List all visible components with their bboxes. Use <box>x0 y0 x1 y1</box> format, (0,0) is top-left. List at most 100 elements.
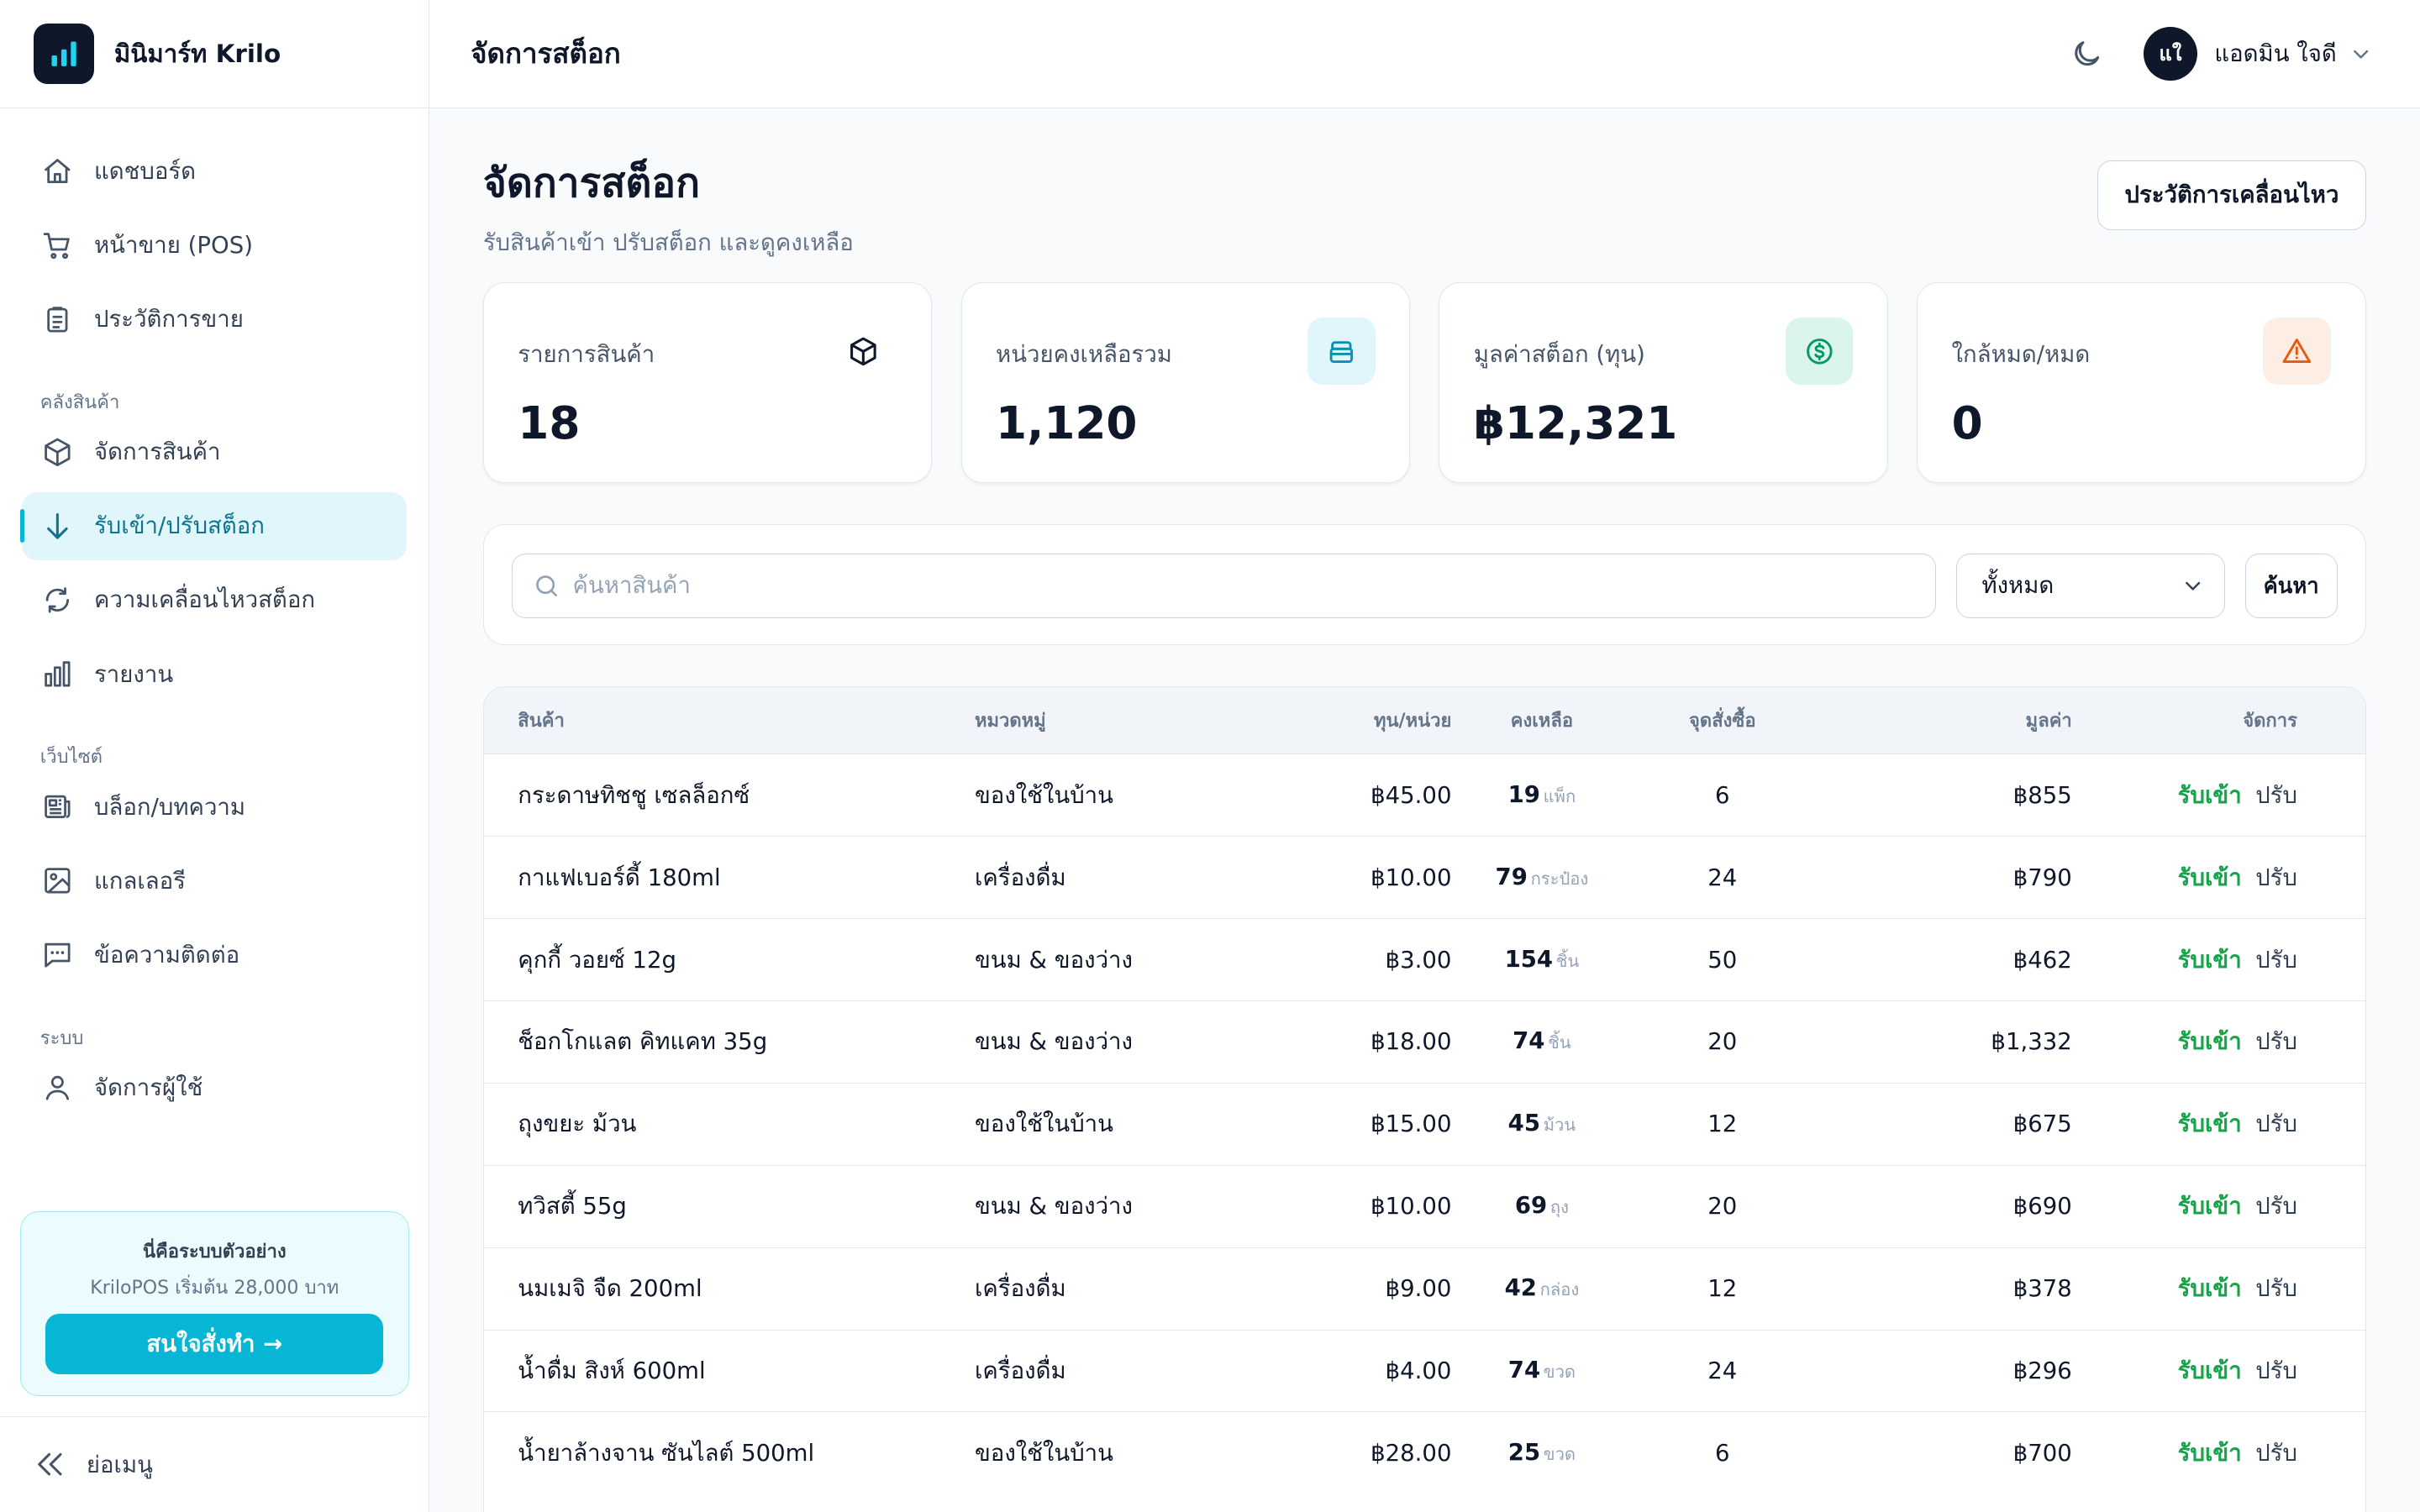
stock-value: ฿462 <box>2012 946 2072 974</box>
reorder-point: 6 <box>1715 1439 1730 1467</box>
category-filter-select[interactable]: ทั้งหมด <box>1956 553 2225 618</box>
sidebar-item-sales-history[interactable]: ประวัติการขาย <box>22 286 407 354</box>
adjust-button[interactable]: ปรับ <box>2255 1439 2297 1467</box>
sidebar-item-label: แกลเลอรี <box>94 867 186 895</box>
collapse-menu-label: ย่อเมนู <box>86 1451 153 1478</box>
stock-value: ฿855 <box>2012 781 2072 809</box>
section-label-website: เว็บไซต์ <box>39 747 103 769</box>
stock-in-button[interactable]: รับเข้า <box>2177 781 2242 809</box>
collapse-menu-button[interactable]: ย่อเมนู <box>0 1416 428 1512</box>
stat-value: 0 <box>1951 397 1983 450</box>
column-header-category[interactable]: หมวดหมู่ <box>974 711 1046 732</box>
avatar[interactable]: แใ <box>2143 27 2198 81</box>
page-title: จัดการสต็อก <box>482 160 700 207</box>
unit-cost: ฿9.00 <box>1385 1275 1452 1303</box>
sidebar-item-stock-in[interactable]: รับเข้า/ปรับสต็อก <box>19 491 407 560</box>
sidebar-item-label: บล็อก/บทความ <box>94 793 246 821</box>
adjust-button[interactable]: ปรับ <box>2255 1357 2297 1384</box>
product-category: เครื่องดื่ม <box>974 864 1066 891</box>
remaining-unit: ชิ้น <box>1555 950 1580 971</box>
search-input[interactable] <box>511 553 1937 618</box>
row-actions: รับเข้า ปรับ <box>2072 1105 2332 1142</box>
stock-table: สินค้า หมวดหมู่ ทุน/หน่วย คงเหลือ จุดสั่… <box>482 686 2366 1512</box>
column-header-value[interactable]: มูลค่า <box>2025 711 2072 732</box>
sidebar-item-reports[interactable]: รายงาน <box>22 640 407 708</box>
brand[interactable]: มินิมาร์ท Krilo <box>0 0 429 108</box>
search-button[interactable]: ค้นหา <box>2244 553 2338 618</box>
remaining-cell: 42 กล่อง <box>1451 1274 1632 1303</box>
cart-icon <box>40 228 74 262</box>
sidebar-item-dashboard[interactable]: แดชบอร์ด <box>22 137 407 205</box>
stock-in-button[interactable]: รับเข้า <box>2177 1028 2242 1056</box>
row-actions: รับเข้า ปรับ <box>2072 1270 2332 1307</box>
stock-in-button[interactable]: รับเข้า <box>2177 1439 2242 1467</box>
adjust-button[interactable]: ปรับ <box>2255 864 2297 891</box>
column-header-reorder-point[interactable]: จุดสั่งซื้อ <box>1689 711 1756 732</box>
remaining-qty: 79 <box>1495 863 1528 890</box>
topbar: จัดการสต็อก แใ แอดมิน ใจดี <box>429 0 2420 108</box>
remaining-qty: 25 <box>1507 1438 1541 1466</box>
chevron-down-icon[interactable] <box>2349 42 2373 66</box>
page-subtitle: รับสินค้าเข้า ปรับสต็อก และดูคงเหลือ <box>482 229 854 256</box>
sidebar-nav: แดชบอร์ด หน้าขาย (POS) ประวัติการขาย คลั… <box>0 108 429 1122</box>
table-body: กระดาษทิชชู เซลล็อกซ์ ของใช้ในบ้าน ฿45.00 1… <box>483 753 2365 1494</box>
adjust-button[interactable]: ปรับ <box>2255 1275 2297 1303</box>
movement-history-button[interactable]: ประวัติการเคลื่อนไหว <box>2097 160 2366 230</box>
remaining-qty: 154 <box>1504 945 1554 973</box>
table-row: กระดาษทิชชู เซลล็อกซ์ ของใช้ในบ้าน ฿45.00 1… <box>483 753 2365 836</box>
row-actions: รับเข้า ปรับ <box>2072 942 2332 979</box>
brand-logo-icon <box>34 23 95 84</box>
sidebar-item-label: ความเคลื่อนไหวสต็อก <box>94 586 316 614</box>
moon-icon[interactable] <box>2070 37 2103 71</box>
unit-cost: ฿45.00 <box>1370 781 1452 809</box>
product-category: ของใช้ในบ้าน <box>974 1110 1113 1138</box>
reorder-point: 24 <box>1707 1357 1738 1384</box>
column-header-product[interactable]: สินค้า <box>518 711 565 732</box>
bar-chart-icon <box>40 657 74 690</box>
product-name: นมเมจิ จืด 200ml <box>518 1275 702 1303</box>
adjust-button[interactable]: ปรับ <box>2255 946 2297 974</box>
category-filter-value: ทั้งหมด <box>1981 572 2054 600</box>
order-interest-button[interactable]: สนใจสั่งทำ → <box>45 1314 384 1374</box>
remaining-qty: 74 <box>1507 1356 1541 1383</box>
topbar-title: จัดการสต็อก <box>471 37 621 71</box>
section-label-inventory: คลังสินค้า <box>39 391 120 413</box>
stock-in-button[interactable]: รับเข้า <box>2177 1193 2242 1221</box>
sidebar-item-products[interactable]: จัดการสินค้า <box>22 418 407 486</box>
remaining-qty: 74 <box>1512 1027 1545 1055</box>
sidebar-item-blog[interactable]: บล็อก/บทความ <box>22 773 407 841</box>
reorder-point: 6 <box>1715 781 1730 809</box>
search-text-field[interactable] <box>572 572 1901 600</box>
stock-in-button[interactable]: รับเข้า <box>2177 1275 2242 1303</box>
stock-in-button[interactable]: รับเข้า <box>2177 864 2242 891</box>
image-icon <box>40 864 74 897</box>
stock-in-button[interactable]: รับเข้า <box>2177 946 2242 974</box>
column-header-unit-cost[interactable]: ทุน/หน่วย <box>1373 711 1452 732</box>
stock-in-button[interactable]: รับเข้า <box>2177 1357 2242 1384</box>
row-actions: รับเข้า ปรับ <box>2072 1352 2332 1389</box>
user-name[interactable]: แอดมิน ใจดี <box>2214 40 2337 68</box>
adjust-button[interactable]: ปรับ <box>2255 781 2297 809</box>
remaining-cell: 74 ขวด <box>1451 1357 1632 1385</box>
sidebar-item-label: แดชบอร์ด <box>94 157 197 185</box>
remaining-unit: กระป๋อง <box>1530 868 1589 889</box>
sidebar-item-pos[interactable]: หน้าขาย (POS) <box>22 212 407 280</box>
sidebar-item-contact-messages[interactable]: ข้อความติดต่อ <box>22 921 407 989</box>
stock-value: ฿378 <box>2012 1275 2072 1303</box>
table-row: ถุงขยะ ม้วน ของใช้ในบ้าน ฿15.00 45 ม้วน 12 ฿67… <box>483 1082 2365 1165</box>
adjust-button[interactable]: ปรับ <box>2255 1110 2297 1138</box>
search-bar: ทั้งหมด ค้นหา <box>482 524 2366 645</box>
adjust-button[interactable]: ปรับ <box>2255 1028 2297 1056</box>
product-name: คุกกี้ วอยซ์ 12g <box>518 946 676 974</box>
stat-label: มูลค่าสต็อก (ทุน) <box>1473 340 1645 368</box>
sidebar-item-label: หน้าขาย (POS) <box>94 232 253 260</box>
sidebar-item-gallery[interactable]: แกลเลอรี <box>22 847 407 915</box>
sidebar-item-users[interactable]: จัดการผู้ใช้ <box>22 1053 407 1121</box>
adjust-button[interactable]: ปรับ <box>2255 1193 2297 1221</box>
main-content: จัดการสต็อก รับสินค้าเข้า ปรับสต็อก และด… <box>482 108 2366 1512</box>
column-header-remaining[interactable]: คงเหลือ <box>1510 711 1574 732</box>
sidebar-item-stock-movement[interactable]: ความเคลื่อนไหวสต็อก <box>22 566 407 634</box>
reorder-point: 12 <box>1707 1110 1738 1138</box>
stock-in-button[interactable]: รับเข้า <box>2177 1110 2242 1138</box>
sidebar-item-label: จัดการสินค้า <box>94 438 221 466</box>
